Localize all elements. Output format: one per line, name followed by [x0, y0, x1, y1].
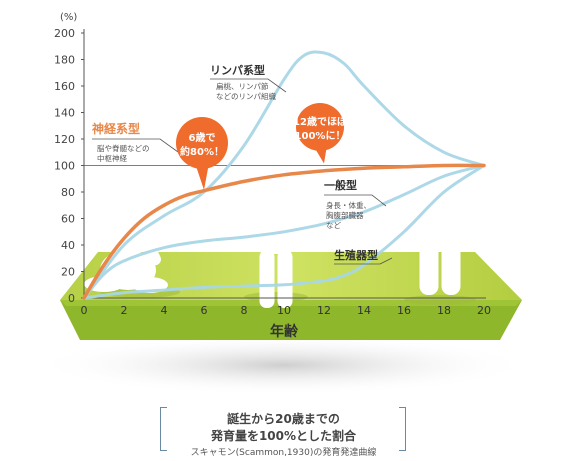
series-labels: リンパ系型扁桃、リンパ節などのリンパ組織神経系型脳や脊髄などの中枢神経一般型身長… [92, 63, 393, 265]
series-label-1: リンパ系型 [210, 63, 265, 77]
axes: 0 20 40 60 80 100 120 140 160 180 200 (%) 0 2 4 6 8 10 12 1… [54, 12, 491, 340]
y-tick-label: 120 [54, 133, 75, 146]
figure-torso [259, 204, 293, 254]
series-label-2: 神経系型 [92, 121, 140, 136]
x-tick-label: 16 [397, 304, 411, 317]
y-tick-label: 40 [61, 239, 75, 252]
y-tick-label: 60 [61, 213, 75, 226]
figure-arm-left [405, 155, 416, 213]
x-tick-label: 2 [121, 304, 128, 317]
series-leader-1 [210, 78, 287, 93]
series-line-2 [82, 163, 486, 300]
y-unit-label: (%) [60, 12, 77, 23]
figure-head [104, 212, 148, 252]
curves [82, 50, 486, 300]
series-description-1: などのリンパ組織 [216, 91, 276, 101]
y-tick-label: 140 [54, 107, 75, 120]
y-tick-label: 100 [54, 160, 75, 173]
y-tick-label: 160 [54, 80, 75, 93]
y-tick-label: 180 [54, 54, 75, 67]
x-tick-label: 20 [477, 304, 491, 317]
x-axis-title: 年齢 [270, 323, 299, 340]
figure-shadow [244, 292, 308, 302]
annotation-text: 6歳で [189, 131, 216, 144]
x-tick-label: 4 [161, 304, 168, 317]
series-description-3: など [326, 221, 341, 230]
caption-source: スキャモン(Scammon,1930)の発育発達曲線 [190, 448, 377, 458]
series-description-3: 身長・体重、 [326, 200, 371, 210]
annotation-text: 約80%！ [180, 145, 224, 158]
x-tick-label: 8 [241, 304, 248, 317]
series-description-1: 扁桃、リンパ節 [216, 81, 269, 91]
x-tick-label: 18 [437, 304, 451, 317]
figure-leg-left [419, 219, 439, 295]
series-line-1 [82, 50, 486, 300]
y-tick-label: 20 [61, 266, 75, 279]
bubble-pointer [195, 163, 209, 190]
y-tick-label: 200 [54, 27, 75, 40]
series-line-4 [82, 164, 486, 300]
caption-line-2: 発育量を100%とした割合 [210, 429, 357, 443]
annotation-text: 12歳でほぼ [293, 115, 348, 128]
figure-head [420, 110, 460, 150]
floor-front [60, 300, 522, 340]
x-tick-label: 10 [277, 304, 291, 317]
figure-baby [84, 212, 168, 293]
annotation-bubble-2 [296, 103, 344, 151]
figure-leg-left [259, 250, 275, 308]
series-description-3: 胸腹部臓器 [326, 210, 364, 220]
figure-arm-right [143, 240, 161, 266]
x-tick-label: 0 [81, 304, 88, 317]
series-label-3: 一般型 [324, 178, 357, 192]
series-line-3 [82, 164, 486, 300]
caption-bracket-right [399, 407, 406, 451]
annotation-text: 100%に！ [295, 130, 346, 142]
y-tick-label: 0 [68, 292, 75, 305]
series-label-4: 生殖器型 [334, 248, 378, 262]
caption-bracket-left [160, 407, 167, 451]
x-tick-label: 12 [317, 304, 331, 317]
y-tick-label: 80 [61, 186, 75, 199]
floor-shadow [33, 335, 533, 395]
series-leader-2 [92, 138, 179, 153]
x-tick-label: 14 [357, 304, 371, 317]
figure-arm-right [295, 204, 304, 247]
x-tick-label: 6 [201, 304, 208, 317]
caption-line-1: 誕生から20歳までの [227, 412, 340, 426]
figure-leg-right [277, 250, 293, 308]
series-leader-4 [334, 257, 393, 265]
series-description-2: 脳や脊髄などの [97, 143, 150, 153]
figure-arm-left [248, 204, 257, 247]
series-leader-3 [324, 194, 387, 207]
series-description-2: 中枢神経 [97, 153, 127, 163]
figure-leg-right [441, 219, 461, 295]
annotation-bubble-1 [176, 117, 228, 169]
